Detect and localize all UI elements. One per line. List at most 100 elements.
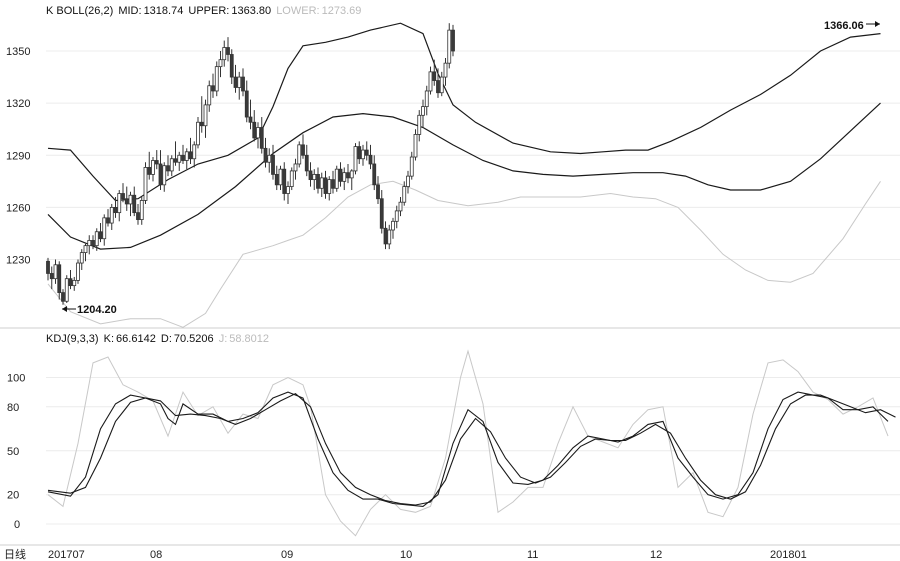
candle [282, 162, 287, 201]
candle [64, 275, 69, 304]
candle [124, 186, 129, 211]
candle [391, 217, 395, 239]
candle [271, 144, 275, 180]
candle [327, 176, 332, 201]
candle [304, 144, 309, 177]
kdj-legend: KDJ(9,3,3) K: 66.6142 D: 70.5206 J: 58.8012 [46, 333, 271, 345]
boll-mid-label: MID: [118, 5, 142, 17]
candle [147, 151, 152, 180]
high-value-label: 1366.06 [824, 20, 864, 32]
candle [218, 51, 223, 78]
candle [289, 167, 294, 191]
candle [323, 170, 328, 199]
upper-y-tick: 1290 [6, 150, 30, 162]
candle [259, 117, 264, 154]
candle [387, 224, 392, 250]
candle [436, 68, 440, 98]
candle [139, 196, 144, 225]
candle [349, 169, 354, 191]
candle [353, 143, 358, 175]
candle [211, 73, 215, 98]
candle [342, 167, 347, 191]
candle [417, 110, 422, 142]
candle [151, 157, 155, 182]
candle [241, 68, 245, 97]
x-tick-label: 201801 [770, 549, 807, 561]
candle [121, 183, 125, 203]
candle [293, 158, 298, 180]
candle [346, 163, 350, 184]
boll-upper-label: UPPER: [188, 5, 230, 17]
x-tick-label: 11 [527, 549, 538, 561]
boll-upper-line [47, 22, 881, 202]
low-value-label: 1204.20 [77, 304, 117, 316]
candle [432, 59, 437, 86]
candle [162, 162, 167, 192]
candle [109, 203, 114, 231]
candle [252, 110, 257, 142]
candle [263, 137, 268, 168]
kdj-k-line [47, 391, 889, 507]
candle [207, 80, 212, 112]
low-annotation: 1204.20 [62, 304, 117, 316]
candle [214, 61, 219, 97]
x-tick-label: 10 [400, 549, 412, 561]
candle [428, 66, 433, 95]
candle [158, 150, 163, 191]
candle [278, 165, 283, 191]
candle [106, 209, 110, 227]
candle [338, 162, 343, 187]
candle [181, 144, 185, 164]
candle [68, 269, 73, 290]
candle [76, 259, 80, 284]
boll-legend: K BOLL(26,2) MID: 1318.74 UPPER: 1363.80 L… [46, 5, 363, 17]
candle [98, 223, 103, 243]
x-tick-label: 09 [281, 549, 293, 561]
candle [274, 165, 279, 191]
candle [316, 167, 320, 194]
candle [196, 117, 200, 149]
kdj-d-line [47, 392, 896, 506]
candle [229, 49, 234, 85]
x-tick-label: 201707 [48, 549, 85, 561]
candle [173, 141, 178, 166]
candle [237, 71, 242, 100]
candle [128, 191, 133, 217]
candle [402, 181, 407, 206]
candle [154, 150, 159, 170]
candle [192, 141, 197, 168]
boll-lower-line [47, 180, 881, 328]
candle [334, 165, 339, 192]
candle [177, 151, 182, 171]
candle [248, 99, 253, 130]
candle [331, 170, 335, 194]
candle [49, 266, 54, 290]
candle [383, 221, 388, 250]
candle [132, 186, 137, 217]
upper-y-tick: 1320 [6, 98, 30, 110]
candle [256, 122, 260, 149]
candle [199, 96, 204, 133]
kdj-d-value: 70.5206 [173, 333, 214, 345]
lower-y-tick: 20 [7, 490, 19, 502]
candle [113, 196, 118, 218]
upper-y-tick: 1350 [6, 46, 30, 58]
candle [443, 57, 448, 86]
candle [267, 148, 272, 173]
candle [413, 129, 418, 161]
candle [357, 141, 362, 164]
candle [409, 151, 414, 180]
candle [91, 235, 95, 250]
kdj-k-label: K: [103, 333, 115, 345]
boll-mid-line [47, 102, 881, 250]
kdj-k-value: 66.6142 [116, 333, 156, 345]
boll-indicator-name: K BOLL(26,2) [46, 5, 114, 17]
candle [297, 141, 302, 168]
high-annotation: 1366.06 [824, 20, 880, 32]
candle [169, 155, 174, 177]
candle [203, 99, 208, 138]
kdj-d-label: D: [160, 333, 172, 345]
candle [439, 71, 444, 97]
candle [447, 23, 452, 69]
